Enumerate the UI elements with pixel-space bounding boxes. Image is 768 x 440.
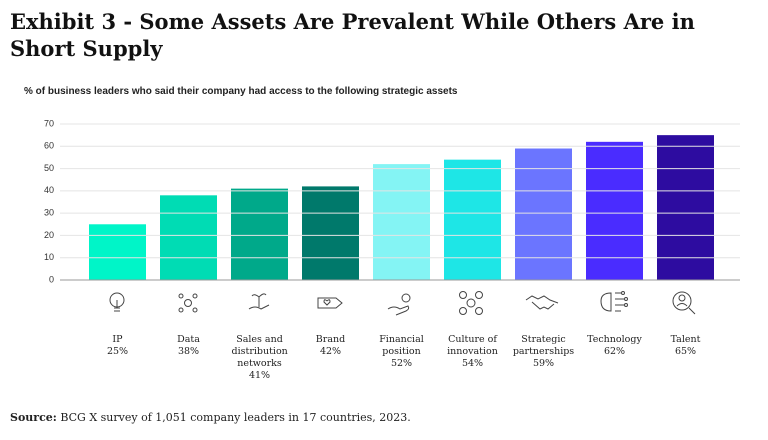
bar [89, 224, 146, 280]
value-label: 38% [177, 346, 200, 357]
x-tick-label: Sales and distribution networks [231, 334, 288, 369]
y-tick-label: 10 [44, 252, 54, 262]
y-tick-label: 50 [44, 163, 54, 173]
y-tick-label: 30 [44, 208, 54, 218]
value-label: 25% [106, 346, 129, 357]
category-label-group: Brand 42% [291, 334, 371, 358]
x-tick-label: IP [112, 334, 123, 345]
source-label: Source: [10, 411, 57, 424]
category-label-group: Talent 65% [646, 334, 726, 358]
category-label-group: Data 38% [149, 334, 229, 358]
x-tick-label: Brand [315, 334, 346, 345]
category-label-group: Culture of innovation 54% [433, 334, 513, 370]
category-label-group: Strategic partnerships 59% [504, 334, 584, 370]
bar [302, 186, 359, 280]
bar [586, 141, 643, 280]
x-tick-label: Technology [587, 334, 642, 345]
value-label: 65% [674, 346, 697, 357]
value-label: 41% [248, 370, 271, 381]
value-label: 54% [461, 358, 484, 369]
x-tick-label: Data [177, 334, 200, 345]
chart-subtitle: % of business leaders who said their com… [24, 86, 458, 97]
source-text: BCG X survey of 1,051 company leaders in… [60, 411, 411, 424]
bar [373, 164, 430, 280]
x-tick-label: Strategic partnerships [512, 334, 575, 357]
source: Source: BCG X survey of 1,051 company le… [10, 411, 411, 424]
value-label: 62% [603, 346, 626, 357]
bar [657, 135, 714, 280]
chart-title: Exhibit 3 - Some Assets Are Prevalent Wh… [10, 9, 695, 61]
y-tick-label: 70 [44, 118, 54, 128]
category-label-group: IP 25% [78, 334, 158, 358]
icons [109, 291, 696, 316]
y-tick-label: 40 [44, 185, 54, 195]
value-label: 59% [532, 358, 555, 369]
x-tick-label: Talent [670, 334, 701, 345]
bar [231, 188, 288, 280]
x-tick-label: Culture of innovation [447, 334, 498, 357]
x-tick-label: Financial position [379, 334, 424, 357]
category-label-group: Technology 62% [575, 334, 655, 358]
y-tick-label: 0 [49, 274, 54, 284]
value-label: 52% [390, 358, 413, 369]
y-tick-label: 60 [44, 141, 54, 151]
bar [444, 159, 501, 280]
bar [160, 195, 217, 280]
category-label-group: Financial position 52% [362, 334, 442, 370]
y-tick-label: 20 [44, 230, 54, 240]
value-label: 42% [319, 346, 342, 357]
category-label-group: Sales and distribution networks 41% [232, 334, 288, 382]
